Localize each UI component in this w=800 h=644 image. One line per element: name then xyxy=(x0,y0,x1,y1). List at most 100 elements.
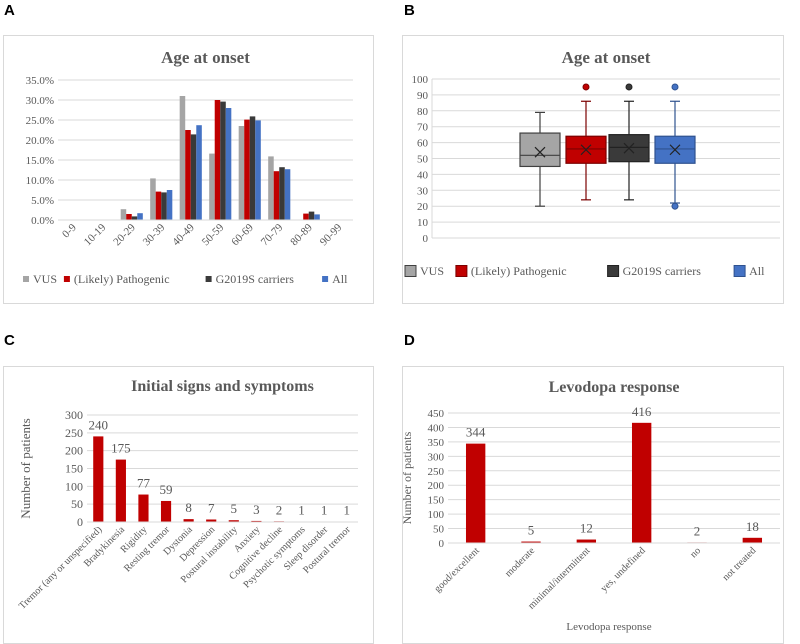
data-label: 1 xyxy=(298,503,305,518)
bar xyxy=(190,134,197,220)
mean-marker xyxy=(534,146,546,158)
y-tick-label: 30.0% xyxy=(26,95,54,107)
data-label: 8 xyxy=(185,500,192,515)
y-tick-label: 0 xyxy=(77,515,83,529)
bar xyxy=(303,213,309,220)
bar xyxy=(185,130,191,220)
y-tick-label: 10.0% xyxy=(26,175,54,187)
panel-label-a: A xyxy=(4,2,15,19)
data-label: 175 xyxy=(111,441,131,456)
x-tick-label: 50-59 xyxy=(200,221,227,248)
legend-swatch xyxy=(733,265,746,277)
bar xyxy=(166,190,173,220)
legend-swatch xyxy=(205,276,212,282)
data-label: 1 xyxy=(321,503,328,518)
bar xyxy=(131,216,138,220)
y-axis-label: Number of patients xyxy=(400,431,414,524)
chart-title: Levodopa response xyxy=(549,379,680,396)
bar xyxy=(255,120,261,220)
y-tick-label: 300 xyxy=(428,451,445,463)
y-tick-label: 20 xyxy=(417,201,429,213)
bar xyxy=(161,192,167,220)
x-tick-label: minimal/intermittent xyxy=(526,545,592,611)
data-label: 59 xyxy=(160,482,173,497)
outlier-point xyxy=(582,83,590,91)
y-tick-label: 400 xyxy=(428,422,445,434)
bar xyxy=(279,167,285,220)
y-tick-label: 40 xyxy=(417,169,429,181)
bar xyxy=(284,169,291,220)
y-tick-label: 100 xyxy=(65,479,83,493)
bar xyxy=(206,519,217,522)
x-tick-label: 60-69 xyxy=(229,221,256,248)
data-label: 344 xyxy=(466,425,486,440)
x-tick-label: 80-89 xyxy=(288,221,315,248)
y-tick-label: 20.0% xyxy=(26,135,54,147)
legend-swatch xyxy=(455,265,468,277)
mean-marker xyxy=(580,144,592,156)
bar xyxy=(228,520,239,522)
legend-label: VUS xyxy=(33,272,57,286)
data-label: 3 xyxy=(253,502,260,517)
data-label: 12 xyxy=(580,521,593,536)
x-tick-label: moderate xyxy=(503,545,537,579)
bar xyxy=(631,422,652,543)
x-tick-label: 0-9 xyxy=(60,221,79,240)
mean-marker xyxy=(623,142,635,154)
bar xyxy=(308,211,315,220)
x-tick-label: 70-79 xyxy=(259,221,286,248)
y-tick-label: 5.0% xyxy=(31,195,54,207)
x-tick-label: 30-39 xyxy=(141,221,168,248)
y-tick-label: 10 xyxy=(417,217,429,229)
chart-title: Age at onset xyxy=(562,48,651,67)
x-tick-label: no xyxy=(688,545,703,560)
bar xyxy=(179,96,186,220)
y-tick-label: 350 xyxy=(428,437,445,449)
chart-frame-d xyxy=(402,366,784,644)
outlier-point xyxy=(671,202,679,210)
legend-label: G2019S carriers xyxy=(216,272,295,286)
y-tick-label: 250 xyxy=(428,466,445,478)
y-tick-label: 0 xyxy=(439,538,445,550)
legend-label: All xyxy=(332,272,348,286)
y-tick-label: 250 xyxy=(65,426,83,440)
bar xyxy=(120,209,127,220)
legend-swatch xyxy=(63,276,70,282)
legend-label: All xyxy=(749,264,765,278)
bar xyxy=(244,119,250,220)
y-tick-label: 25.0% xyxy=(26,115,54,127)
legend-label: (Likely) Pathogenic xyxy=(74,272,170,286)
legend-label: (Likely) Pathogenic xyxy=(471,264,567,278)
bar xyxy=(150,178,156,220)
bar xyxy=(251,520,262,522)
y-tick-label: 30 xyxy=(417,185,429,197)
bar xyxy=(214,100,221,220)
bar xyxy=(183,519,194,522)
outlier-point xyxy=(625,83,633,91)
y-tick-label: 100 xyxy=(428,509,445,521)
y-tick-label: 0 xyxy=(423,233,429,245)
y-tick-label: 100 xyxy=(412,74,429,86)
bar xyxy=(196,125,202,220)
data-label: 1 xyxy=(343,503,350,518)
bar xyxy=(576,539,597,543)
bar xyxy=(138,494,149,522)
bar xyxy=(220,101,226,220)
bar xyxy=(238,126,245,220)
data-label: 7 xyxy=(208,501,215,516)
data-label: 2 xyxy=(276,502,283,517)
y-tick-label: 150 xyxy=(428,495,445,507)
y-axis-label: Number of patients xyxy=(18,418,33,518)
data-label: 5 xyxy=(231,501,238,516)
legend-swatch xyxy=(322,276,329,282)
panel-label-c: C xyxy=(4,332,15,349)
x-axis-label: Levodopa response xyxy=(566,621,651,633)
panel-label-d: D xyxy=(404,332,415,349)
bar xyxy=(225,108,232,220)
y-tick-label: 35.0% xyxy=(26,75,54,87)
bar xyxy=(93,436,104,522)
mean-marker xyxy=(669,144,681,156)
y-tick-label: 200 xyxy=(428,480,445,492)
bar xyxy=(126,214,132,220)
